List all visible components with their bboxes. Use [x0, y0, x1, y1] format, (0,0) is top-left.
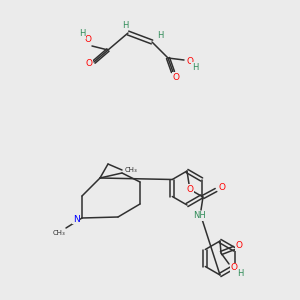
Text: NH: NH	[193, 212, 206, 220]
Text: H: H	[192, 62, 198, 71]
Text: O: O	[236, 242, 242, 250]
Text: O: O	[230, 263, 238, 272]
Text: N: N	[73, 214, 80, 224]
Text: H: H	[237, 269, 243, 278]
Text: O: O	[218, 184, 226, 193]
Text: O: O	[187, 184, 194, 194]
Text: CH₃: CH₃	[52, 230, 65, 236]
Text: O: O	[187, 56, 194, 65]
Text: O: O	[85, 59, 92, 68]
Text: H: H	[122, 20, 128, 29]
Text: H: H	[79, 29, 85, 38]
Text: CH₃: CH₃	[124, 167, 137, 173]
Text: O: O	[172, 73, 179, 82]
Text: H: H	[157, 31, 163, 40]
Text: O: O	[85, 35, 92, 44]
